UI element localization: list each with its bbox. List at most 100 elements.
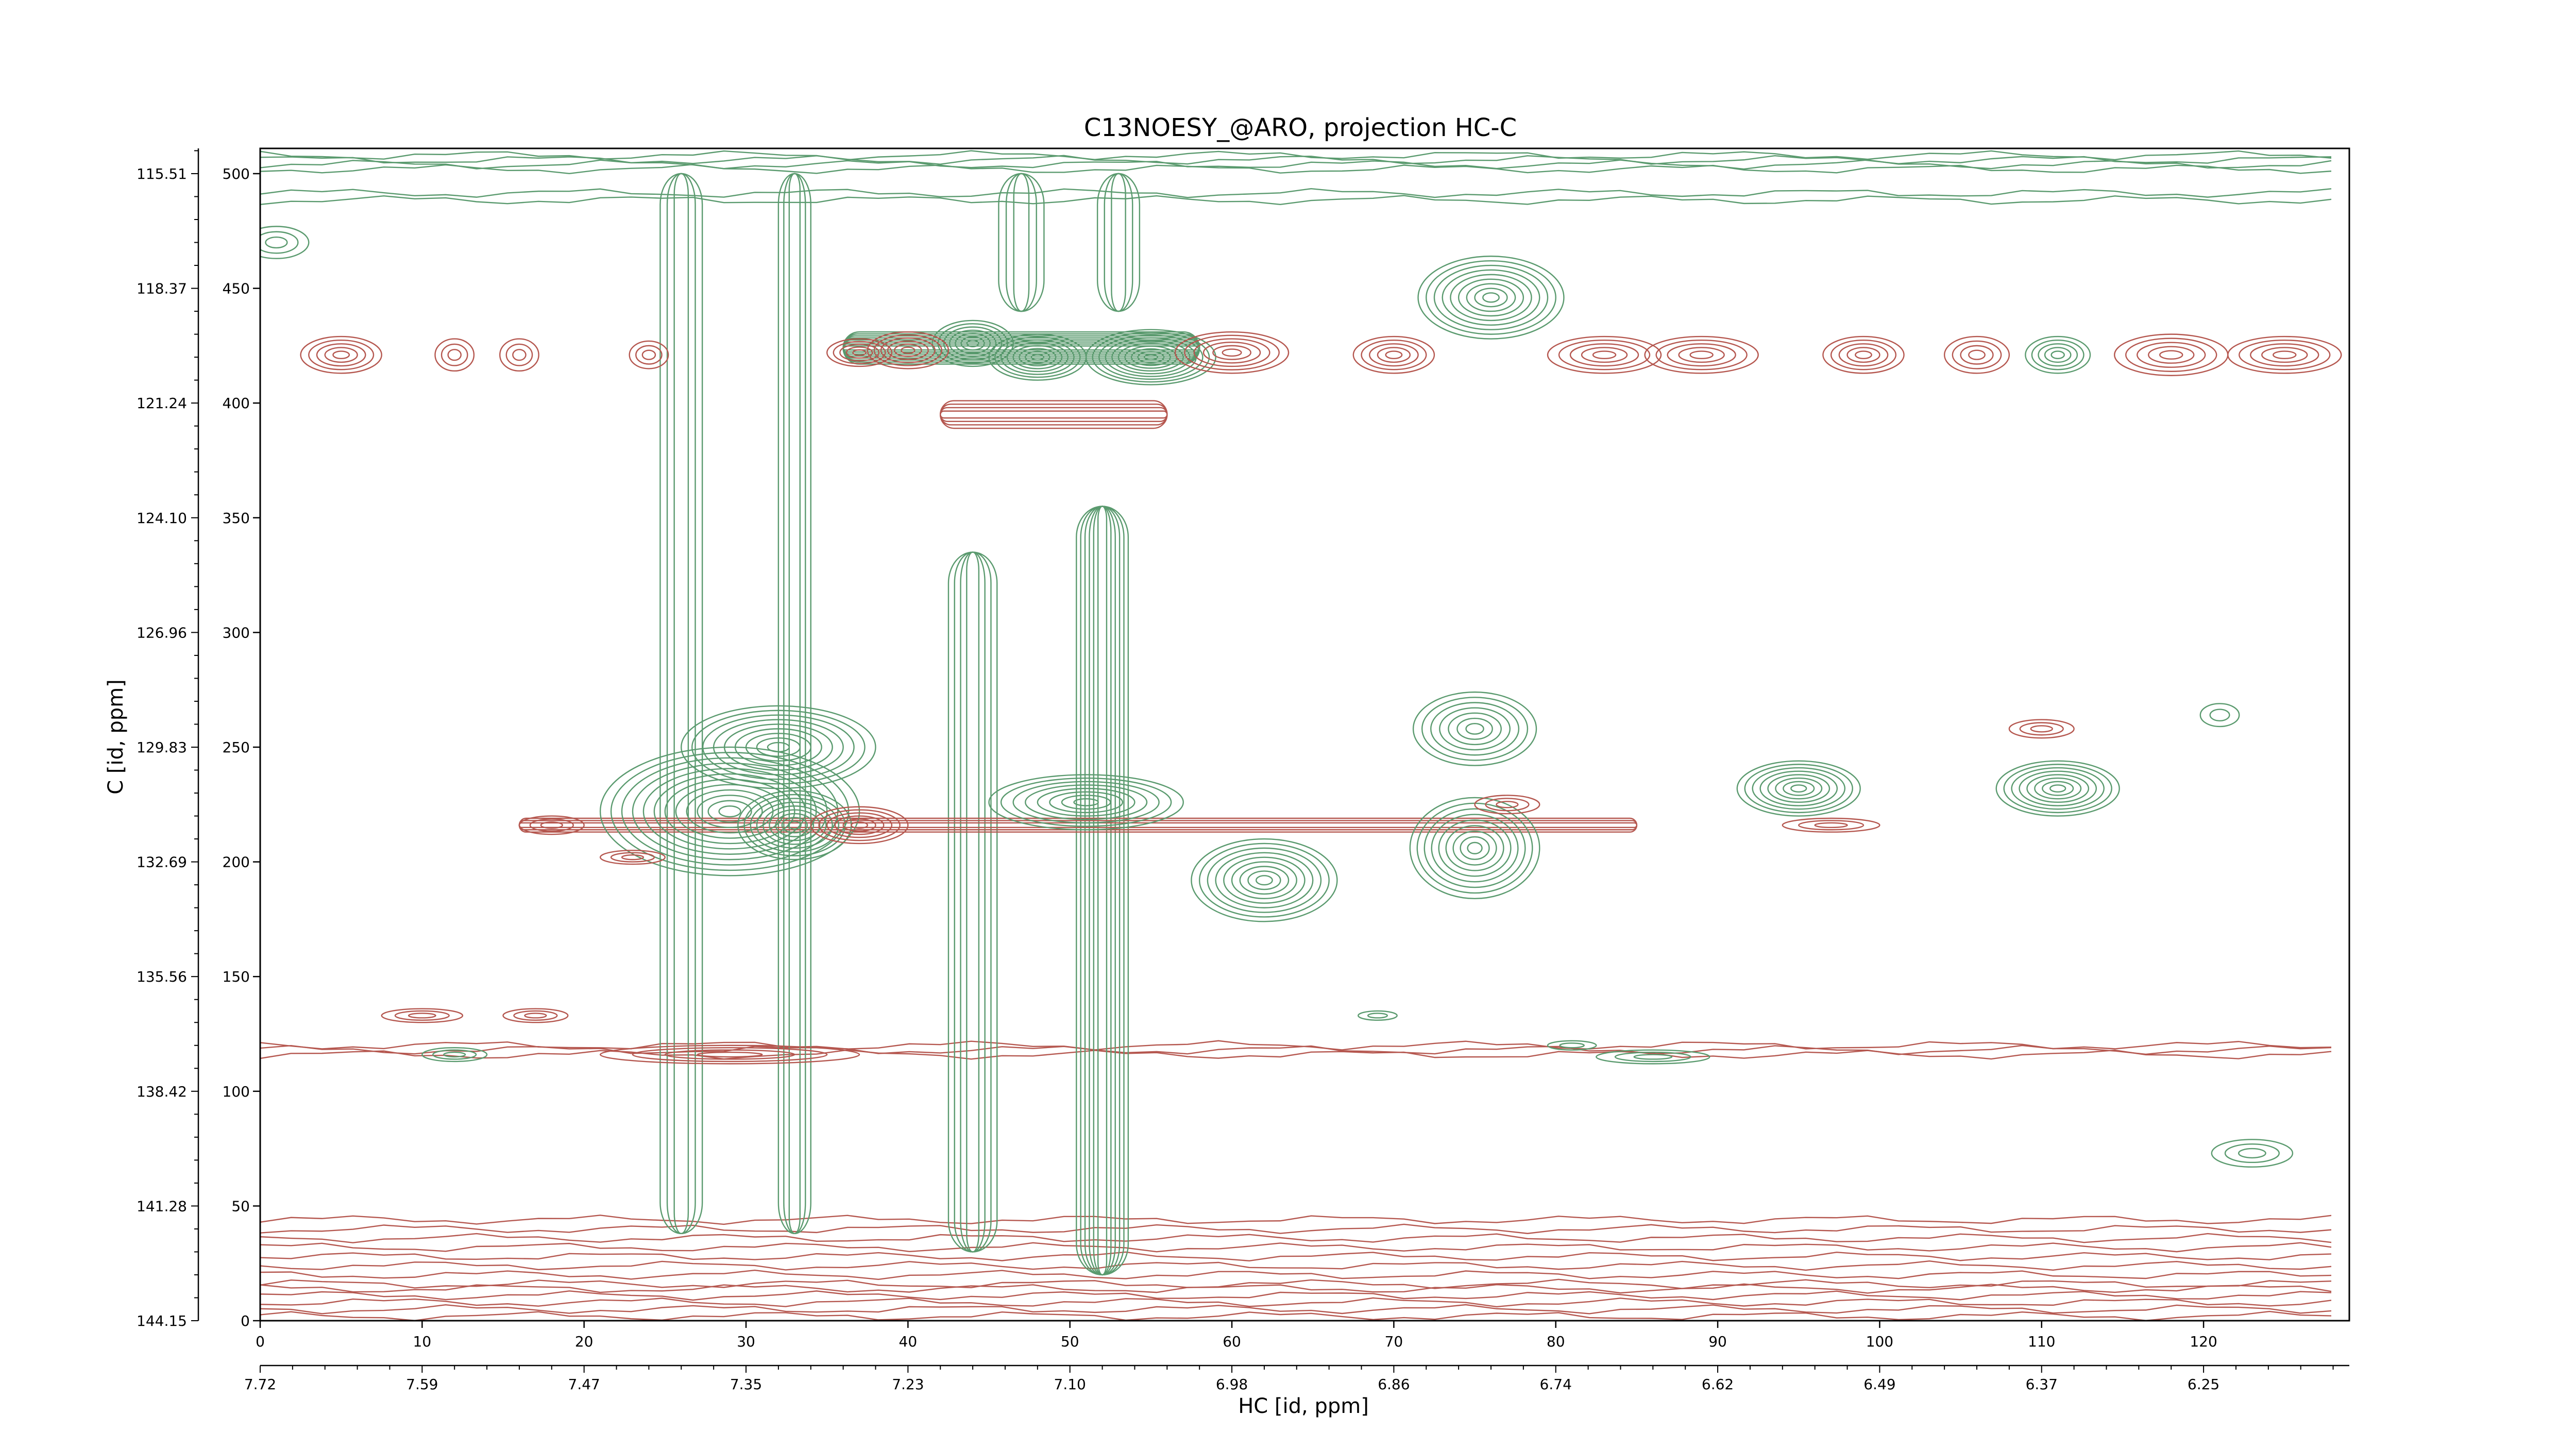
contour-level — [1215, 852, 1314, 908]
y-index-tick-label: 100 — [223, 1083, 250, 1100]
x-axis-title: HC [id, ppm] — [1238, 1394, 1369, 1418]
x-ppm-tick-label: 6.37 — [2026, 1376, 2058, 1393]
contour-ridge-line — [960, 551, 986, 1253]
contour-peak — [599, 1044, 860, 1065]
contour-level — [1450, 274, 1532, 322]
contour-peak — [1417, 256, 1565, 340]
x-ppm-tick-label: 7.47 — [568, 1376, 600, 1393]
contour-peak — [1409, 797, 1540, 900]
y-index-tick-label: 200 — [223, 854, 250, 871]
contour-level — [1426, 260, 1556, 335]
contour-level — [756, 737, 801, 757]
contour-level — [1255, 875, 1273, 886]
contour-level — [2239, 339, 2331, 370]
plot-frame — [259, 147, 2350, 1322]
contour-band-line — [260, 1297, 2332, 1308]
contour-level — [1830, 339, 1897, 370]
contour-level — [691, 710, 866, 785]
x-ppm-tick-label: 6.86 — [1378, 1376, 1410, 1393]
contour-level — [2034, 777, 2082, 800]
x-ppm-tick-label: 6.25 — [2188, 1376, 2219, 1393]
y-ppm-tick-label: 121.24 — [137, 395, 187, 412]
contour-level — [664, 779, 795, 845]
contour-ridge-line — [1005, 173, 1037, 312]
x-ppm-tick-label: 7.72 — [244, 1376, 276, 1393]
contour-level — [440, 343, 468, 366]
contour-ridge-line — [1013, 173, 1030, 312]
contour-peak — [2227, 335, 2342, 374]
contour-level — [1467, 841, 1483, 854]
y-index-tick-label: 350 — [223, 510, 250, 527]
contour-level — [1369, 343, 1419, 367]
contour-level — [887, 340, 929, 360]
contour-level — [1191, 838, 1338, 922]
contour-level — [2038, 343, 2078, 367]
contour-level — [1049, 791, 1124, 814]
contour-level — [1239, 866, 1290, 895]
x-ppm-tick-label: 6.74 — [1540, 1376, 1572, 1393]
y-axis-title: C [id, ppm] — [104, 679, 128, 795]
contour-ridge-line — [998, 173, 1045, 312]
contour-band-line — [260, 1223, 2332, 1234]
contour-band-line — [260, 1310, 2332, 1321]
x-index-tick-label: 30 — [737, 1333, 755, 1350]
contour-level — [1130, 348, 1171, 366]
contour-level — [960, 336, 985, 351]
contour-level — [988, 333, 1087, 381]
contour-ridge — [947, 551, 998, 1253]
contour-level — [1569, 343, 1639, 367]
y-index-tick-label: 0 — [241, 1312, 250, 1329]
contour-level — [2209, 709, 2230, 721]
y-index-tick-label: 150 — [223, 968, 250, 985]
contour-level — [308, 339, 375, 370]
contour-peak — [434, 338, 475, 372]
contour-level — [381, 1008, 464, 1023]
contour-level — [767, 742, 790, 753]
contour-level — [1448, 712, 1502, 746]
x-axis-index: 0 10 20 30 40 50 60 70 80 90 100 110 120 — [256, 1321, 2217, 1350]
contour-ridge-line — [1096, 173, 1141, 312]
contour-level — [1596, 1049, 1710, 1065]
contour-level — [1012, 781, 1160, 824]
contour-level — [893, 343, 922, 357]
contour-level — [867, 331, 950, 369]
contour-level — [1137, 351, 1165, 364]
contour-level — [524, 1013, 547, 1019]
contour-level — [723, 723, 833, 771]
contour-level — [818, 809, 901, 841]
contour-level — [1431, 814, 1519, 883]
contour-level — [1202, 341, 1261, 364]
contour-level — [1358, 1010, 1398, 1021]
contour-level — [943, 326, 1003, 361]
contour-level — [1222, 348, 1242, 357]
contour-peak — [499, 338, 539, 372]
y-ppm-tick-label: 124.10 — [137, 510, 187, 527]
contour-level — [1782, 817, 1880, 833]
contour-level — [1438, 819, 1512, 877]
contour-level — [839, 344, 879, 362]
contour-peak — [988, 333, 1087, 381]
contour-level — [621, 854, 645, 861]
contour-level — [1644, 335, 1759, 374]
contour-peak — [260, 226, 310, 259]
contour-level — [629, 340, 669, 369]
contour-level — [1767, 774, 1831, 803]
contour-level — [599, 850, 666, 865]
contour-level — [632, 1047, 828, 1063]
contour-level — [787, 820, 802, 830]
contour-ridge-line — [666, 173, 696, 1235]
contour-level — [1012, 345, 1063, 369]
contour-level — [1960, 345, 1994, 365]
contour-level — [641, 349, 656, 360]
contour-level — [265, 236, 288, 249]
contour-level — [2137, 342, 2206, 368]
contour-band-line — [260, 1290, 2332, 1301]
contour-ridge — [777, 173, 811, 1235]
x-ppm-tick-label: 6.62 — [1702, 1376, 1734, 1393]
y-index-tick-label: 450 — [223, 280, 250, 297]
contour-ridge-line — [1076, 506, 1129, 1276]
contour-level — [1433, 264, 1549, 330]
contour-level — [2030, 725, 2053, 733]
y-index-tick-label: 250 — [223, 739, 250, 756]
contour-level — [1559, 1042, 1585, 1049]
